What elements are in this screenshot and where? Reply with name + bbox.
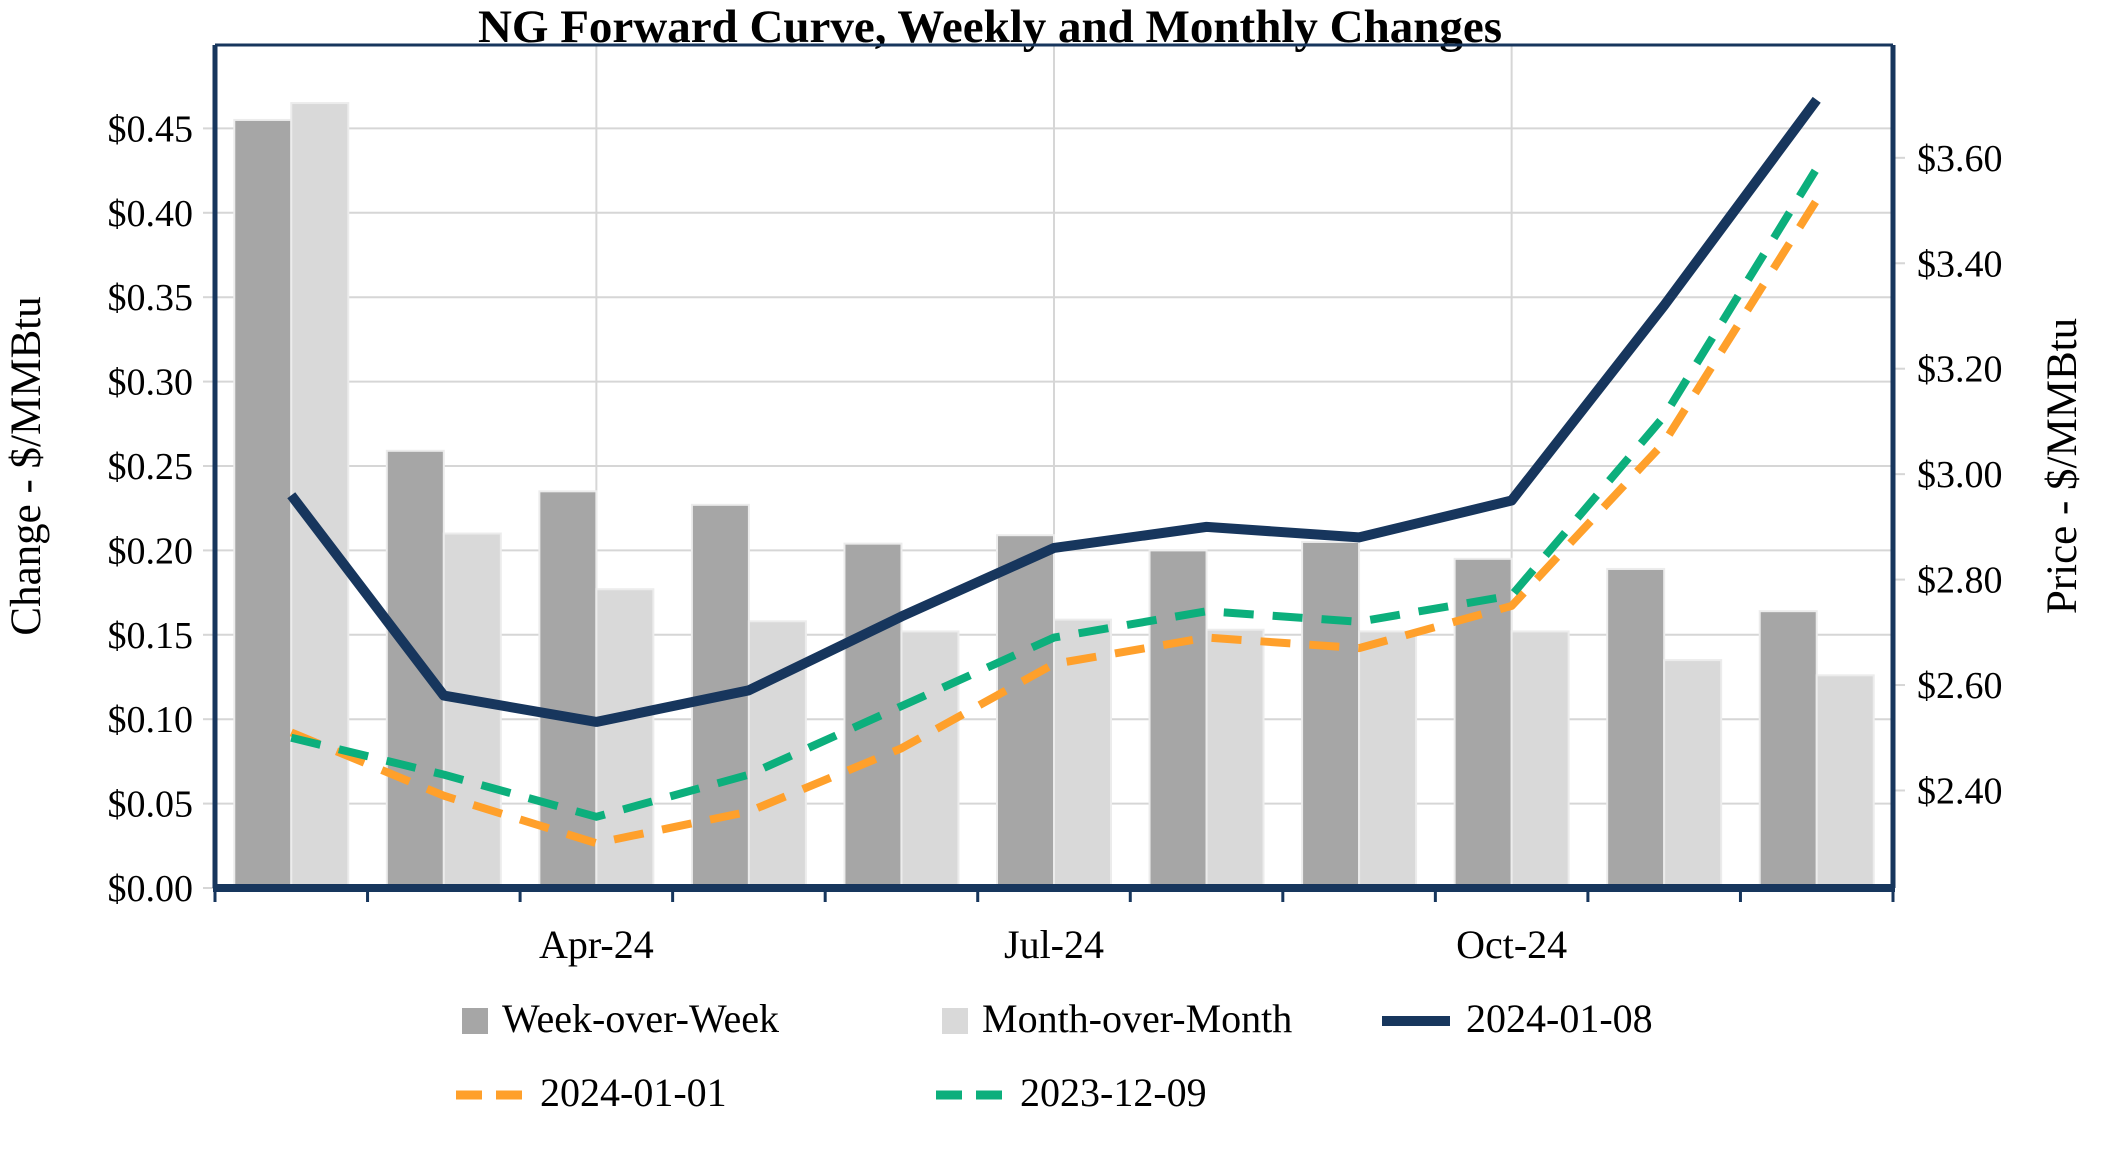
left-axis-tick-label: $0.15 — [108, 615, 194, 657]
right-axis-tick-label: $2.80 — [1917, 560, 2003, 602]
legend-swatch-square — [462, 1008, 488, 1034]
bar-month-over-month-apr-24 — [595, 588, 655, 890]
bar-week-over-week-aug-24 — [1148, 549, 1208, 890]
bar-month-over-month-sep-24 — [1358, 630, 1418, 889]
left-axis-tick-label: $0.20 — [108, 530, 194, 572]
x-axis-tick-label: Jul-24 — [1004, 922, 1104, 967]
bar-month-over-month-may-24 — [747, 620, 807, 889]
bar-week-over-week-jul-24 — [996, 534, 1055, 889]
bar-month-over-month-jul-24 — [1053, 618, 1112, 890]
bar-month-over-month-feb-24 — [290, 102, 350, 890]
legend-swatch-square — [942, 1008, 968, 1034]
left-axis-tick-label: $0.40 — [108, 193, 194, 235]
x-axis-tick-label: Oct-24 — [1456, 922, 1567, 967]
legend-item-2024-01-08: 2024-01-08 — [1382, 996, 1653, 1041]
bar-month-over-month-oct-24 — [1510, 630, 1570, 889]
legend-item-week-over-week: Week-over-Week — [462, 996, 779, 1041]
right-axis-tick-label: $2.60 — [1917, 665, 2003, 707]
bar-week-over-week-nov-24 — [1606, 567, 1666, 889]
bar-month-over-month-nov-24 — [1663, 659, 1723, 889]
left-axis-tick-label: $0.00 — [108, 868, 194, 910]
legend-label: 2024-01-01 — [540, 1070, 727, 1115]
left-axis-tick-label: $0.30 — [108, 362, 194, 404]
right-axis-tick-label: $3.60 — [1917, 138, 2003, 180]
left-axis-tick-label: $0.45 — [108, 108, 194, 150]
bar-week-over-week-oct-24 — [1453, 557, 1513, 890]
legend-item-month-over-month: Month-over-Month — [942, 996, 1292, 1041]
right-axis-tick-label: $3.40 — [1917, 243, 2003, 285]
legend-label: 2023-12-09 — [1020, 1070, 1207, 1115]
x-axis-tick-label: Apr-24 — [539, 922, 654, 967]
left-axis-tick-label: $0.05 — [108, 784, 194, 826]
bar-month-over-month-jun-24 — [900, 630, 960, 889]
chart-legend: Week-over-Week Month-over-Month 2024-01-08… — [456, 996, 1653, 1115]
legend-item-2024-01-01: 2024-01-01 — [456, 1070, 727, 1115]
bar-week-over-week-feb-24 — [233, 118, 293, 889]
legend-label: Month-over-Month — [982, 996, 1292, 1041]
left-axis-title: Change - $/MMBtu — [3, 296, 50, 635]
right-axis-tick-label: $3.00 — [1917, 454, 2003, 496]
line-2024-01-08 — [287, 96, 1821, 727]
bar-week-over-week-mar-24 — [385, 449, 445, 889]
legend-item-2023-12-09: 2023-12-09 — [936, 1070, 1207, 1115]
legend-label: 2024-01-08 — [1466, 996, 1653, 1041]
left-axis-tick-label: $0.10 — [108, 699, 194, 741]
right-axis-title: Price - $/MMBtu — [2039, 318, 2086, 614]
bar-week-over-week-sep-24 — [1301, 540, 1361, 890]
line-2023-12-09 — [290, 166, 1821, 821]
right-axis-tick-label: $3.20 — [1917, 349, 2003, 391]
bar-month-over-month-aug-24 — [1205, 628, 1265, 889]
bar-month-over-month-mar-24 — [442, 532, 502, 889]
right-axis-tick-label: $2.40 — [1917, 770, 2003, 812]
plot-area: $0.00 $0.05 $0.10 $0.15 $0.20 $0.25 $0.30 $0.35… — [108, 43, 2003, 967]
bar-week-over-week-dec-24 — [1758, 610, 1818, 890]
left-axis-tick-label: $0.25 — [108, 446, 194, 488]
bar-week-over-week-apr-24 — [538, 490, 598, 889]
line-2024-01-01 — [289, 197, 1821, 848]
legend-label: Week-over-Week — [502, 996, 779, 1041]
left-axis-tick-label: $0.35 — [108, 277, 194, 319]
bar-month-over-month-dec-24 — [1815, 674, 1875, 889]
